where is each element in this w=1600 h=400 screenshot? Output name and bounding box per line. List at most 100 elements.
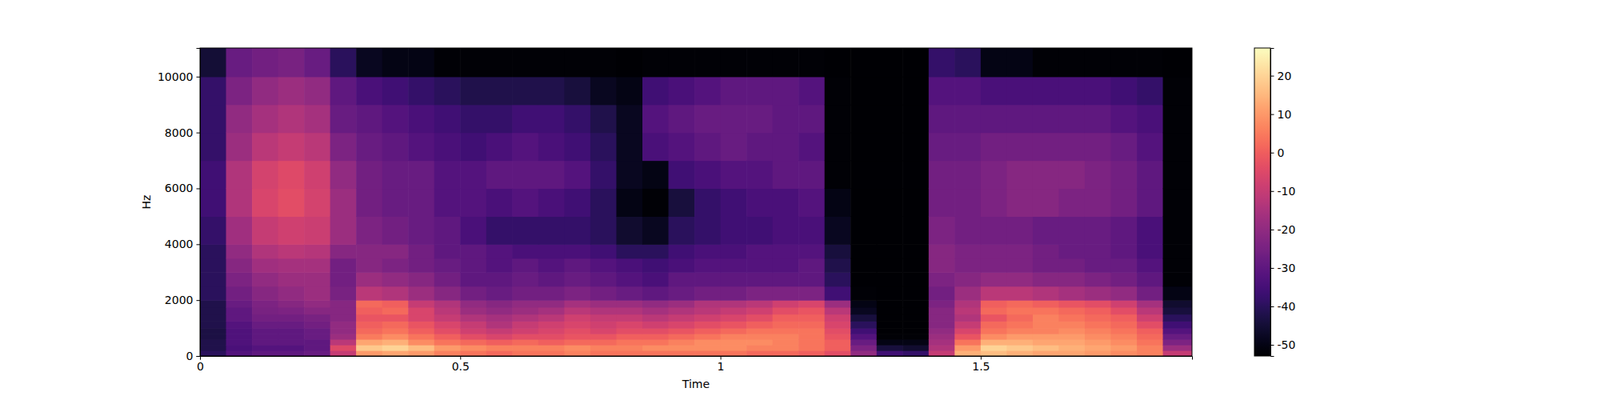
y-axis-title: Hz	[140, 195, 153, 210]
tick-mark	[196, 76, 201, 78]
cell	[434, 132, 461, 162]
cell	[408, 350, 435, 356]
cell	[694, 160, 721, 190]
cell	[330, 320, 357, 328]
cell	[694, 307, 721, 315]
cell	[928, 132, 956, 162]
cell	[902, 216, 929, 245]
tick-mark	[460, 356, 461, 360]
cell	[1058, 76, 1085, 106]
cell	[226, 132, 253, 162]
cell	[642, 307, 669, 315]
cell	[746, 307, 773, 315]
cell	[824, 244, 852, 259]
cell	[720, 333, 748, 340]
cell	[876, 104, 904, 134]
cell	[850, 300, 877, 308]
cell	[720, 344, 748, 352]
cell	[1111, 286, 1138, 301]
cell	[642, 333, 669, 340]
cell	[616, 300, 643, 308]
cell	[746, 333, 773, 340]
cell	[616, 132, 643, 162]
cell	[356, 320, 383, 328]
cell	[330, 307, 357, 315]
cell	[564, 300, 591, 308]
tick-label: 2000	[164, 293, 194, 307]
cell	[824, 300, 852, 308]
cell	[824, 132, 852, 162]
cell	[460, 300, 487, 308]
cell	[486, 339, 513, 346]
cell	[460, 132, 487, 162]
cell	[434, 76, 461, 106]
cell	[356, 328, 383, 335]
cell	[486, 350, 513, 356]
cell	[486, 160, 513, 190]
cell	[668, 104, 696, 134]
cell	[850, 104, 877, 134]
cell	[434, 344, 461, 352]
cell	[278, 286, 305, 301]
cell	[980, 344, 1008, 352]
cell	[1136, 160, 1164, 190]
cell	[1163, 344, 1192, 352]
tick-mark	[1270, 268, 1275, 269]
cell	[278, 160, 305, 190]
cell	[902, 350, 929, 356]
cell	[928, 286, 956, 301]
cell	[694, 314, 721, 322]
cell	[772, 188, 800, 217]
cell	[772, 344, 800, 352]
cell	[1006, 244, 1033, 259]
cell	[278, 328, 305, 335]
cell	[616, 328, 643, 335]
cell	[1058, 216, 1085, 245]
axis-line	[196, 48, 201, 357]
cell	[772, 314, 800, 322]
tick-label: 6000	[164, 181, 194, 195]
cell	[304, 132, 331, 162]
cell	[824, 216, 852, 245]
cell	[1163, 339, 1192, 346]
cell	[980, 286, 1008, 301]
cell	[278, 314, 305, 322]
cell	[694, 350, 721, 356]
cell	[616, 104, 643, 134]
cell	[772, 272, 800, 287]
cell	[746, 272, 773, 287]
cell	[382, 272, 409, 287]
cell	[564, 320, 591, 328]
cell	[512, 258, 539, 273]
cell	[902, 132, 929, 162]
cell	[772, 160, 800, 190]
cell	[460, 188, 487, 217]
cell	[1084, 339, 1112, 346]
cell	[954, 307, 981, 315]
tick-mark	[720, 356, 722, 360]
cell	[954, 48, 981, 77]
cell	[850, 272, 877, 287]
cell	[512, 216, 539, 245]
cell	[538, 132, 565, 162]
cell	[1006, 300, 1033, 308]
cell	[356, 272, 383, 287]
cell	[330, 132, 357, 162]
axis-line	[200, 356, 1193, 360]
cell	[876, 300, 904, 308]
cell	[798, 160, 825, 190]
cell	[824, 48, 852, 77]
cell	[512, 320, 539, 328]
cell	[408, 333, 435, 340]
cell	[772, 104, 800, 134]
tick: -30	[1270, 261, 1296, 275]
cell	[1058, 350, 1085, 356]
cell	[642, 188, 669, 217]
cell	[1084, 344, 1112, 352]
cell	[1058, 314, 1085, 322]
y-axis: 0200040006000800010000	[157, 48, 201, 363]
tick: 2000	[164, 293, 200, 307]
cell	[1032, 350, 1060, 356]
cell	[642, 76, 669, 106]
cell	[720, 339, 748, 346]
